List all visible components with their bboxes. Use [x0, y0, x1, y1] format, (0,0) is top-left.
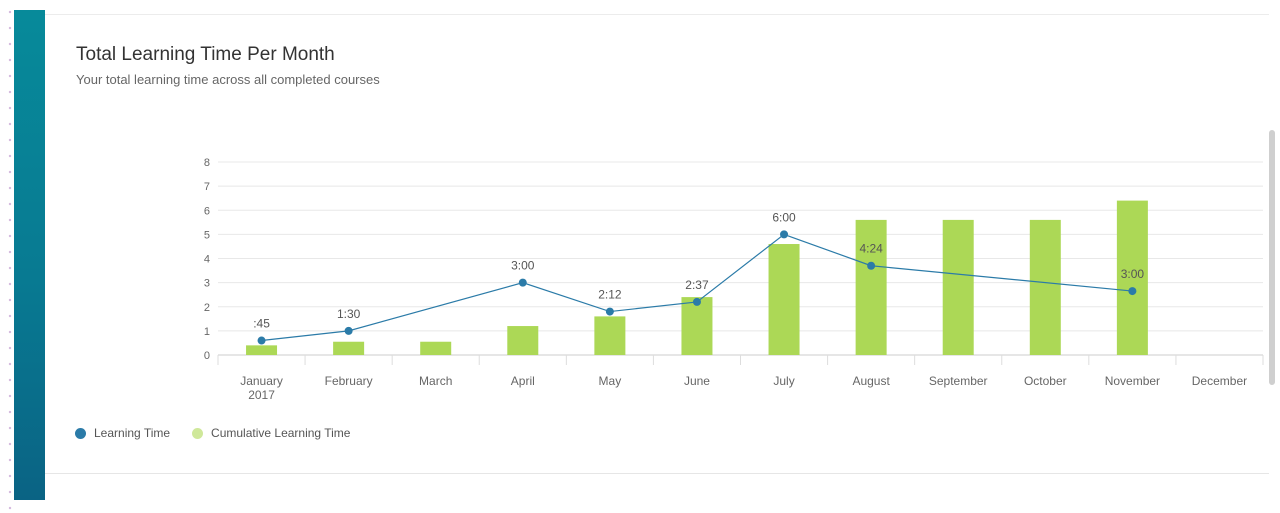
y-tick-label: 0 — [204, 350, 210, 362]
data-label: 3:00 — [1121, 267, 1145, 281]
legend-item-cumulative-learning-time[interactable]: Cumulative Learning Time — [192, 426, 350, 440]
y-tick-label: 2 — [204, 302, 210, 314]
data-label: 2:37 — [685, 278, 709, 292]
point-learning-time — [344, 326, 353, 335]
bar-cumulative-learning-time — [768, 244, 800, 355]
y-tick-label: 8 — [204, 157, 210, 169]
vertical-scrollbar[interactable] — [1269, 130, 1275, 385]
x-tick-label: March — [419, 374, 452, 388]
point-learning-time — [780, 230, 789, 239]
decorative-dot-border — [0, 0, 14, 513]
dot-marker-icon — [75, 427, 86, 439]
y-tick-label: 4 — [204, 254, 210, 266]
data-label: :45 — [253, 317, 270, 331]
chart-title: Total Learning Time Per Month — [76, 44, 335, 65]
x-tick-label: December — [1192, 374, 1247, 388]
x-tick-label: May — [599, 374, 622, 388]
bar-cumulative-learning-time — [594, 316, 626, 355]
bar-cumulative-learning-time — [507, 326, 539, 355]
y-tick-label: 6 — [204, 205, 210, 217]
legend-label: Learning Time — [94, 426, 171, 440]
x-tick-label: April — [511, 374, 535, 388]
chart-legend: Learning Time Cumulative Learning Time — [75, 426, 372, 440]
data-label: 3:00 — [511, 259, 535, 273]
point-learning-time — [1128, 287, 1137, 296]
point-learning-time — [692, 297, 701, 306]
x-tick-label: January 2017 — [240, 374, 283, 402]
bar-cumulative-learning-time — [1116, 200, 1148, 355]
y-tick-label: 7 — [204, 181, 210, 193]
bar-cumulative-learning-time — [855, 219, 887, 355]
bar-cumulative-learning-time — [681, 297, 713, 355]
y-tick-label: 1 — [204, 326, 210, 338]
data-label: 2:12 — [598, 288, 622, 302]
bar-cumulative-learning-time — [1029, 219, 1061, 355]
bar-cumulative-learning-time — [333, 341, 365, 355]
legend-label: Cumulative Learning Time — [211, 426, 351, 440]
y-tick-label: 5 — [204, 229, 210, 241]
legend-item-learning-time[interactable]: Learning Time — [75, 426, 170, 440]
chart-subtitle: Your total learning time across all comp… — [76, 72, 380, 87]
point-learning-time — [867, 261, 876, 270]
data-label: 1:30 — [337, 307, 361, 321]
chart-card — [45, 14, 1269, 474]
accent-bar — [14, 10, 45, 500]
point-learning-time — [257, 336, 266, 345]
y-tick-label: 3 — [204, 278, 210, 290]
data-label: 6:00 — [772, 210, 796, 224]
bar-cumulative-learning-time — [420, 341, 452, 355]
x-tick-label: June — [684, 374, 710, 388]
line-learning-time — [261, 233, 1133, 342]
point-learning-time — [518, 278, 527, 287]
x-tick-label: September — [929, 374, 988, 388]
x-tick-label: July — [773, 374, 794, 388]
x-tick-label: November — [1105, 374, 1160, 388]
x-tick-label: October — [1024, 374, 1067, 388]
bar-cumulative-learning-time — [246, 345, 278, 355]
x-tick-label: August — [852, 374, 890, 388]
x-tick-label: February — [325, 374, 373, 388]
point-learning-time — [605, 307, 614, 316]
data-label: 4:24 — [859, 242, 883, 256]
bar-cumulative-learning-time — [942, 219, 974, 355]
dot-marker-icon — [192, 427, 204, 439]
